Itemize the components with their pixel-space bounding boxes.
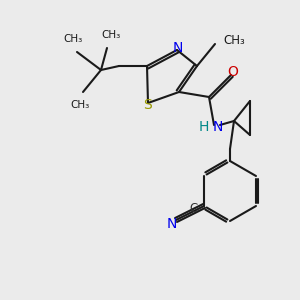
Text: S: S — [142, 98, 152, 112]
Text: CH₃: CH₃ — [101, 30, 121, 40]
Text: CH₃: CH₃ — [70, 100, 90, 110]
Text: C: C — [189, 202, 197, 215]
Text: O: O — [228, 65, 238, 79]
Text: N: N — [173, 41, 183, 55]
Text: N: N — [213, 120, 223, 134]
Text: CH₃: CH₃ — [63, 34, 82, 44]
Text: H: H — [199, 120, 209, 134]
Text: N: N — [167, 217, 177, 231]
Text: CH₃: CH₃ — [223, 34, 245, 46]
